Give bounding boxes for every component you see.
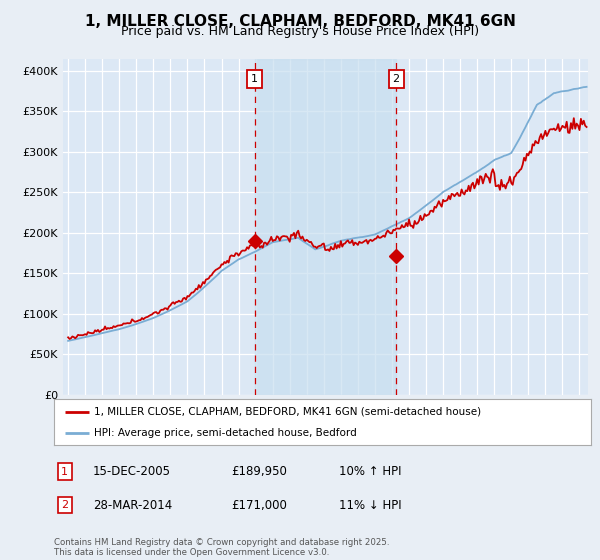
Text: Contains HM Land Registry data © Crown copyright and database right 2025.
This d: Contains HM Land Registry data © Crown c… (54, 538, 389, 557)
Text: 10% ↑ HPI: 10% ↑ HPI (339, 465, 401, 478)
Text: HPI: Average price, semi-detached house, Bedford: HPI: Average price, semi-detached house,… (94, 428, 357, 438)
Text: 2: 2 (392, 74, 400, 84)
Text: Price paid vs. HM Land Registry's House Price Index (HPI): Price paid vs. HM Land Registry's House … (121, 25, 479, 38)
Text: £171,000: £171,000 (231, 498, 287, 512)
Text: 1: 1 (251, 74, 258, 84)
Text: 1, MILLER CLOSE, CLAPHAM, BEDFORD, MK41 6GN (semi-detached house): 1, MILLER CLOSE, CLAPHAM, BEDFORD, MK41 … (94, 407, 481, 417)
Text: 2: 2 (61, 500, 68, 510)
Text: 28-MAR-2014: 28-MAR-2014 (93, 498, 172, 512)
Text: 15-DEC-2005: 15-DEC-2005 (93, 465, 171, 478)
Text: 1: 1 (61, 466, 68, 477)
Text: 1, MILLER CLOSE, CLAPHAM, BEDFORD, MK41 6GN: 1, MILLER CLOSE, CLAPHAM, BEDFORD, MK41 … (85, 14, 515, 29)
Text: 11% ↓ HPI: 11% ↓ HPI (339, 498, 401, 512)
Bar (255, 59, 396, 395)
Text: £189,950: £189,950 (231, 465, 287, 478)
